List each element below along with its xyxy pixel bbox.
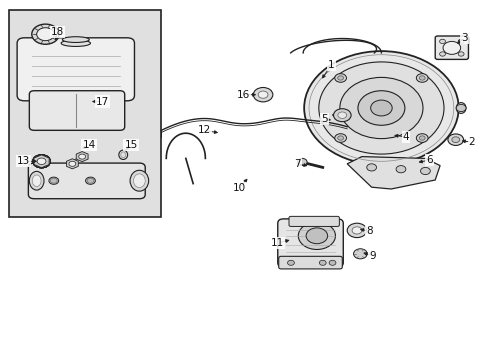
Polygon shape [34, 155, 49, 168]
Ellipse shape [130, 170, 148, 191]
Circle shape [258, 91, 267, 98]
Circle shape [33, 155, 50, 168]
Text: 8: 8 [365, 226, 372, 236]
Circle shape [334, 74, 346, 82]
Circle shape [353, 249, 366, 259]
Circle shape [451, 137, 459, 143]
Ellipse shape [49, 177, 59, 184]
Circle shape [305, 228, 327, 244]
FancyBboxPatch shape [288, 216, 339, 226]
Ellipse shape [119, 150, 127, 159]
Circle shape [457, 52, 463, 56]
Circle shape [33, 155, 50, 168]
Text: 12: 12 [197, 125, 211, 135]
Text: 9: 9 [368, 251, 375, 261]
Text: 17: 17 [96, 96, 109, 107]
Circle shape [420, 167, 429, 175]
Ellipse shape [32, 175, 41, 186]
Circle shape [339, 77, 422, 139]
FancyBboxPatch shape [434, 36, 468, 59]
Circle shape [319, 260, 325, 265]
Circle shape [253, 87, 272, 102]
Circle shape [370, 100, 391, 116]
Circle shape [298, 222, 335, 249]
Circle shape [415, 74, 427, 82]
Text: 15: 15 [124, 140, 138, 150]
Circle shape [50, 178, 57, 183]
Circle shape [439, 39, 445, 44]
Circle shape [351, 227, 361, 234]
Polygon shape [76, 152, 88, 162]
Circle shape [33, 155, 50, 168]
Circle shape [447, 134, 463, 145]
Circle shape [32, 24, 59, 44]
Circle shape [33, 155, 50, 168]
Ellipse shape [455, 103, 465, 113]
Circle shape [415, 134, 427, 142]
Text: 18: 18 [51, 27, 64, 37]
Circle shape [37, 158, 46, 165]
Circle shape [304, 51, 458, 165]
Circle shape [457, 39, 463, 44]
FancyBboxPatch shape [277, 219, 343, 267]
FancyBboxPatch shape [17, 38, 134, 101]
Circle shape [418, 136, 424, 140]
Polygon shape [346, 157, 439, 189]
Ellipse shape [62, 37, 89, 42]
Circle shape [37, 28, 54, 41]
Ellipse shape [29, 171, 44, 190]
Circle shape [455, 104, 465, 112]
Circle shape [334, 134, 346, 142]
Circle shape [442, 41, 460, 54]
Circle shape [337, 76, 343, 80]
Circle shape [297, 158, 306, 166]
Circle shape [346, 223, 366, 238]
Text: 14: 14 [82, 140, 96, 150]
Circle shape [439, 52, 445, 56]
Circle shape [328, 260, 335, 265]
Text: 5: 5 [320, 114, 327, 124]
Text: 4: 4 [402, 132, 408, 142]
Text: 1: 1 [327, 60, 334, 70]
FancyBboxPatch shape [29, 91, 124, 130]
Ellipse shape [85, 177, 95, 184]
Ellipse shape [133, 174, 145, 188]
Circle shape [418, 76, 424, 80]
Text: 13: 13 [17, 156, 30, 166]
Circle shape [79, 154, 85, 159]
Circle shape [395, 166, 405, 173]
Circle shape [287, 260, 294, 265]
Circle shape [337, 112, 346, 118]
Text: 2: 2 [468, 137, 474, 147]
Text: 7: 7 [293, 159, 300, 169]
Text: 6: 6 [425, 155, 432, 165]
Polygon shape [66, 159, 78, 169]
Bar [9, 10, 161, 217]
FancyBboxPatch shape [28, 163, 145, 199]
Circle shape [357, 91, 404, 125]
Circle shape [33, 155, 50, 168]
Ellipse shape [61, 40, 90, 46]
Circle shape [33, 155, 50, 168]
FancyBboxPatch shape [278, 256, 342, 269]
Circle shape [87, 178, 94, 183]
Circle shape [337, 136, 343, 140]
Circle shape [318, 62, 443, 154]
Text: 16: 16 [236, 90, 250, 100]
Circle shape [366, 164, 376, 171]
Text: 10: 10 [233, 183, 245, 193]
Text: 3: 3 [460, 33, 467, 43]
Text: 11: 11 [270, 238, 284, 248]
Circle shape [333, 109, 350, 122]
Circle shape [69, 161, 76, 166]
